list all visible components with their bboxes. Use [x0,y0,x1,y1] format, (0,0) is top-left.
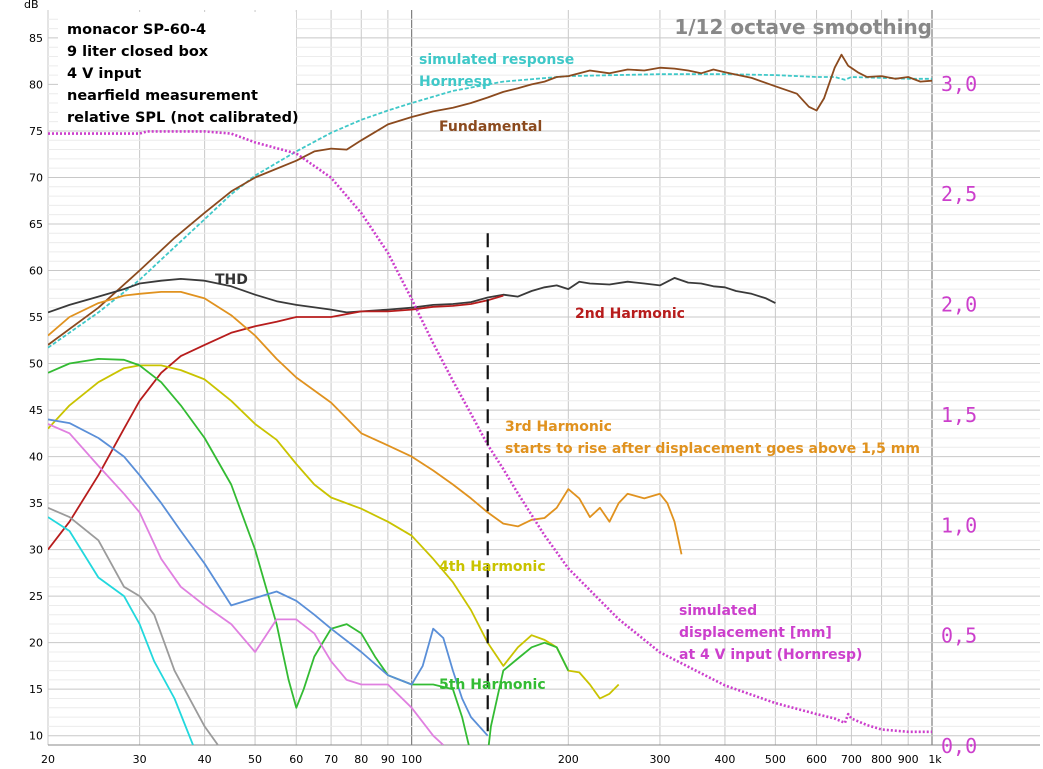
series-line [48,130,932,734]
series-line [48,506,220,745]
y2-tick-label: 1,5 [941,403,977,427]
series-label: starts to rise after displacement goes a… [505,441,920,457]
series-label: at 4 V input (Hornresp) [679,647,862,663]
series-label: Fundamental [439,119,542,135]
series-line [48,516,194,745]
grid-lines [47,10,1040,746]
x-tick-label: 200 [558,753,579,766]
info-line: nearfield measurement [67,88,258,104]
y2-tick-label: 0,5 [941,624,977,648]
series-line [48,358,570,745]
x-tick-label: 40 [198,753,212,766]
y-tick-label: 25 [29,590,43,603]
y-tick-label: 35 [29,497,43,510]
x-tick-label: 300 [649,753,670,766]
y2-tick-label: 1,0 [941,513,977,537]
y-tick-label: 45 [29,404,43,417]
y-tick-label: 50 [29,358,43,371]
y-axis-unit: dB [24,0,39,11]
series-label: simulated response [419,52,574,68]
info-line: monacor SP-60-4 [67,22,206,38]
y-tick-label: 70 [29,171,43,184]
info-box-background [58,12,296,130]
series-line [48,73,932,349]
y-tick-label: 60 [29,265,43,278]
y-tick-labels: 10 15 20 25 30 35 40 45 50 55 60 65 70 75 80 85 [29,32,43,743]
y-tick-label: 55 [29,311,43,324]
y-tick-label: 20 [29,637,43,650]
series-label: 5th Harmonic [439,677,546,693]
series-line [48,53,933,346]
x-tick-label: 1k [928,753,942,766]
series-line [48,423,444,745]
series-label: 2nd Harmonic [575,306,685,322]
x-tick-label: 20 [41,753,55,766]
info-line: relative SPL (not calibrated) [67,110,299,126]
x-tick-label: 400 [714,753,735,766]
x-tick-labels: 20 30 40 50 60 70 80 90 100 200 300 400 500 600 700 800… [41,753,942,766]
x-tick-label: 30 [133,753,147,766]
info-box: monacor SP-60-4 9 liter closed box 4 V inp… [58,12,299,130]
x-tick-label: 800 [871,753,892,766]
y2-tick-label: 2,5 [941,182,977,206]
series-line [48,294,504,551]
series-label: Hornresp [419,74,492,90]
series-labels: simulated response Hornresp Fundamental THD… [215,52,920,693]
y2-tick-labels: 0,0 0,5 1,0 1,5 2,0 2,5 3,0 [941,72,977,758]
y-tick-label: 75 [29,125,43,138]
x-tick-label: 50 [248,753,262,766]
y-tick-label: 30 [29,544,43,557]
x-tick-label: 100 [401,753,422,766]
series-label: simulated [679,603,757,619]
x-tick-label: 500 [765,753,786,766]
series-line [48,277,776,314]
x-tick-label: 80 [354,753,368,766]
y2-tick-label: 3,0 [941,72,977,96]
series-label: 3rd Harmonic [505,419,612,435]
y-tick-label: 65 [29,218,43,231]
y2-tick-label: 0,0 [941,734,977,758]
series-line [48,418,489,737]
y-tick-label: 80 [29,78,43,91]
y-tick-label: 15 [29,683,43,696]
y-tick-label: 10 [29,730,43,743]
x-tick-label: 900 [898,753,919,766]
series-label: displacement [mm] [679,625,832,641]
x-tick-label: 70 [324,753,338,766]
info-line: 9 liter closed box [67,44,209,60]
series-label: 4th Harmonic [439,559,546,575]
x-tick-label: 600 [806,753,827,766]
x-tick-label: 60 [289,753,303,766]
y-tick-label: 85 [29,32,43,45]
series-line [48,291,683,555]
info-line: 4 V input [67,66,141,82]
y2-tick-label: 2,0 [941,293,977,317]
y-tick-label: 40 [29,451,43,464]
series-group [48,53,933,745]
chart-title: 1/12 octave smoothing [674,15,932,39]
x-tick-label: 700 [841,753,862,766]
x-tick-label: 90 [381,753,395,766]
series-label: THD [215,272,248,288]
